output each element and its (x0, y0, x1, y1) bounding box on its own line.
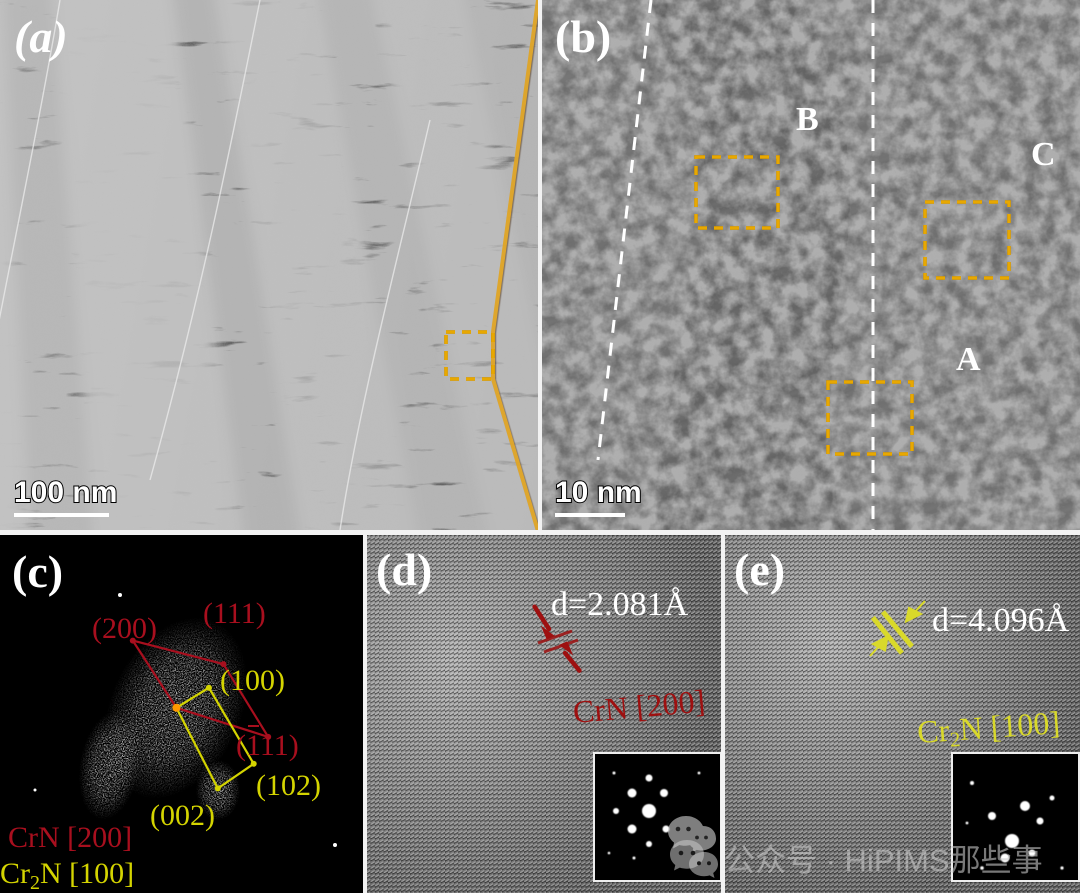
svg-text:(111): (111) (236, 729, 299, 762)
svg-text:d=4.096Å: d=4.096Å (932, 602, 1070, 639)
svg-text:(a): (a) (14, 11, 68, 62)
svg-text:Cr2N [100]: Cr2N [100] (0, 857, 134, 889)
svg-text:(b): (b) (555, 11, 611, 62)
svg-text:(d): (d) (376, 544, 432, 595)
svg-text:B: B (796, 101, 819, 138)
svg-text:Cr2N [100]: Cr2N [100] (916, 704, 1061, 754)
svg-text:A: A (956, 341, 981, 378)
svg-text:(002): (002) (150, 799, 215, 832)
svg-text:C: C (1031, 136, 1056, 173)
svg-text:(200): (200) (92, 612, 157, 645)
svg-text:d=2.081Å: d=2.081Å (551, 586, 689, 623)
svg-text:(e): (e) (734, 544, 785, 595)
svg-text:(c): (c) (12, 546, 63, 597)
svg-text:(100): (100) (220, 664, 285, 697)
svg-text:(102): (102) (256, 769, 321, 802)
svg-text:CrN [200]: CrN [200] (571, 683, 706, 730)
svg-text:CrN [200]: CrN [200] (8, 821, 132, 854)
svg-text:(111): (111) (203, 597, 266, 630)
